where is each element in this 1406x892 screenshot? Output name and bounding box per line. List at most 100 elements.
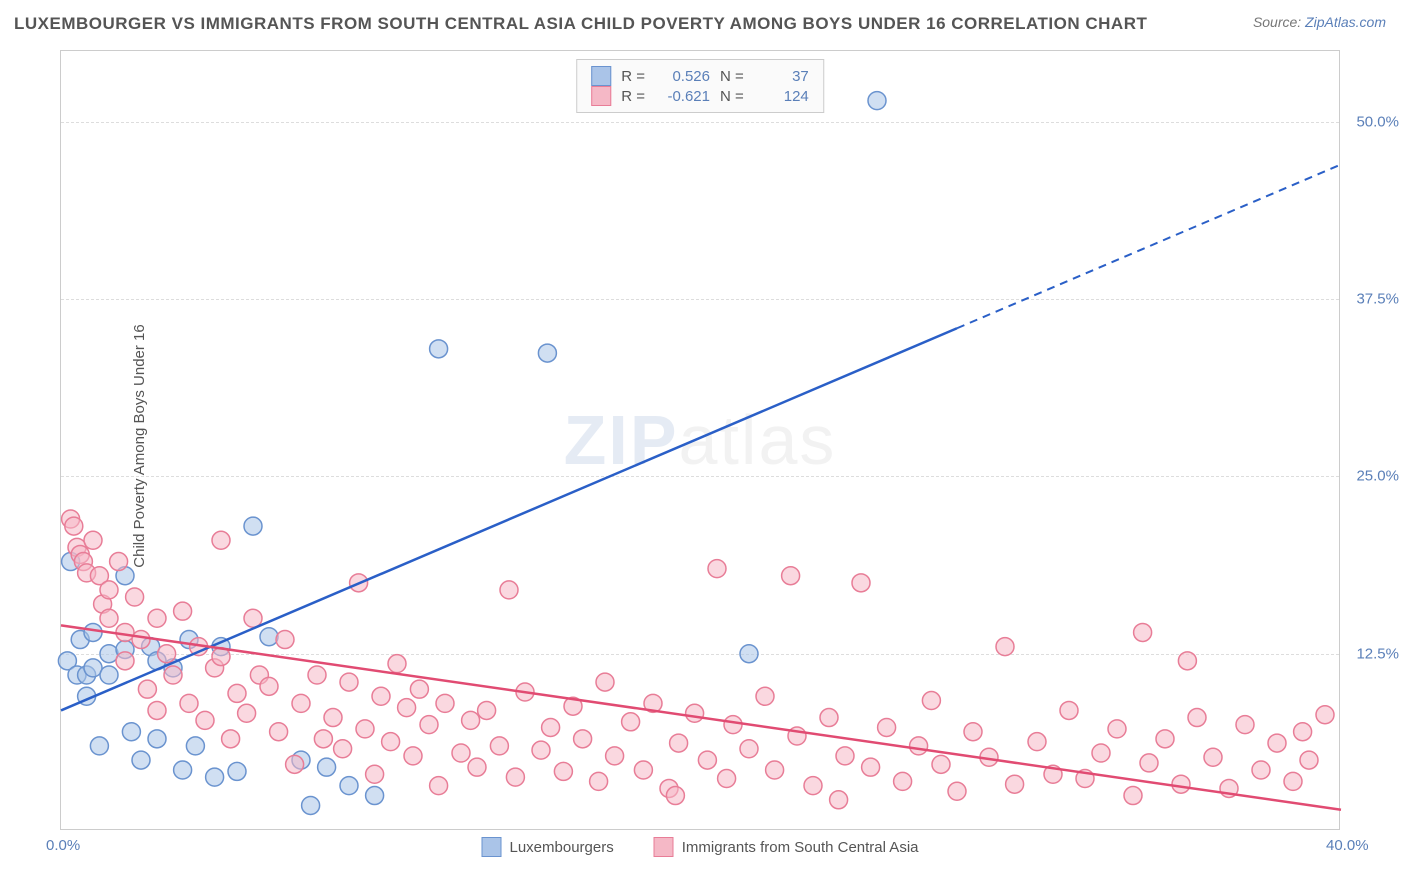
data-point-imm [126, 588, 144, 606]
legend-n-label: N = [720, 68, 744, 85]
data-point-imm [174, 602, 192, 620]
data-point-imm [468, 758, 486, 776]
chart-area: ZIPatlas 12.5%25.0%37.5%50.0% R = 0.526 … [60, 50, 1340, 830]
data-point-imm [148, 701, 166, 719]
data-point-imm [670, 734, 688, 752]
y-tick-label: 25.0% [1356, 468, 1399, 485]
swatch-imm [591, 86, 611, 106]
data-point-imm [724, 716, 742, 734]
correlation-legend: R = 0.526 N = 37 R = -0.621 N = 124 [576, 59, 824, 113]
data-point-imm [910, 737, 928, 755]
data-point-imm [574, 730, 592, 748]
legend-r-value-lux: 0.526 [655, 68, 710, 85]
data-point-imm [878, 718, 896, 736]
regression-line-lux-dash [957, 164, 1341, 328]
data-point-imm [554, 762, 572, 780]
data-point-imm [506, 768, 524, 786]
legend-label-imm: Immigrants from South Central Asia [682, 839, 919, 856]
data-point-imm [65, 517, 83, 535]
data-point-imm [1140, 754, 1158, 772]
data-point-imm [756, 687, 774, 705]
data-point-imm [222, 730, 240, 748]
y-tick-label: 37.5% [1356, 291, 1399, 308]
regression-line-lux [61, 328, 957, 710]
data-point-imm [820, 709, 838, 727]
data-point-imm [1156, 730, 1174, 748]
legend-n-label: N = [720, 88, 744, 105]
legend-label-lux: Luxembourgers [510, 839, 614, 856]
data-point-imm [1294, 723, 1312, 741]
legend-row-lux: R = 0.526 N = 37 [591, 66, 809, 86]
data-point-imm [1284, 772, 1302, 790]
data-point-imm [276, 631, 294, 649]
data-point-imm [1006, 775, 1024, 793]
data-point-lux [186, 737, 204, 755]
data-point-imm [948, 782, 966, 800]
data-point-imm [500, 581, 518, 599]
legend-row-imm: R = -0.621 N = 124 [591, 86, 809, 106]
data-point-imm [830, 791, 848, 809]
data-point-imm [782, 567, 800, 585]
data-point-imm [382, 733, 400, 751]
data-point-imm [1268, 734, 1286, 752]
data-point-lux [100, 666, 118, 684]
data-point-imm [430, 777, 448, 795]
data-point-lux [244, 517, 262, 535]
data-point-imm [740, 740, 758, 758]
data-point-imm [932, 755, 950, 773]
data-point-imm [100, 581, 118, 599]
data-point-imm [1172, 775, 1190, 793]
data-point-imm [1124, 787, 1142, 805]
data-point-imm [894, 772, 912, 790]
data-point-imm [718, 770, 736, 788]
data-point-lux [132, 751, 150, 769]
legend-item-imm: Immigrants from South Central Asia [654, 837, 919, 857]
data-point-imm [1236, 716, 1254, 734]
data-point-imm [138, 680, 156, 698]
data-point-imm [698, 751, 716, 769]
data-point-imm [634, 761, 652, 779]
data-point-lux [174, 761, 192, 779]
data-point-lux [122, 723, 140, 741]
data-point-imm [622, 713, 640, 731]
data-point-imm [180, 694, 198, 712]
data-point-imm [490, 737, 508, 755]
legend-n-value-lux: 37 [754, 68, 809, 85]
data-point-imm [686, 704, 704, 722]
data-point-imm [1316, 706, 1334, 724]
data-point-imm [212, 531, 230, 549]
source-label: Source: [1253, 14, 1301, 30]
series-legend: Luxembourgers Immigrants from South Cent… [482, 837, 919, 857]
data-point-imm [1092, 744, 1110, 762]
data-point-imm [286, 755, 304, 773]
x-tick-label: 0.0% [46, 837, 80, 854]
data-point-imm [372, 687, 390, 705]
data-point-imm [410, 680, 428, 698]
data-point-imm [590, 772, 608, 790]
data-point-lux [366, 787, 384, 805]
data-point-imm [308, 666, 326, 684]
data-point-imm [270, 723, 288, 741]
data-point-imm [404, 747, 422, 765]
data-point-imm [766, 761, 784, 779]
swatch-lux-bottom [482, 837, 502, 857]
data-point-imm [922, 692, 940, 710]
data-point-imm [1060, 701, 1078, 719]
legend-n-value-imm: 124 [754, 88, 809, 105]
data-point-imm [1252, 761, 1270, 779]
data-point-imm [228, 684, 246, 702]
data-point-imm [260, 677, 278, 695]
data-point-lux [868, 92, 886, 110]
data-point-imm [100, 609, 118, 627]
data-point-imm [334, 740, 352, 758]
data-point-lux [148, 730, 166, 748]
data-point-imm [996, 638, 1014, 656]
data-point-imm [314, 730, 332, 748]
data-point-imm [1134, 623, 1152, 641]
source-link[interactable]: ZipAtlas.com [1305, 14, 1386, 30]
data-point-imm [1178, 652, 1196, 670]
data-point-imm [1300, 751, 1318, 769]
data-point-imm [964, 723, 982, 741]
swatch-imm-bottom [654, 837, 674, 857]
data-point-lux [740, 645, 758, 663]
